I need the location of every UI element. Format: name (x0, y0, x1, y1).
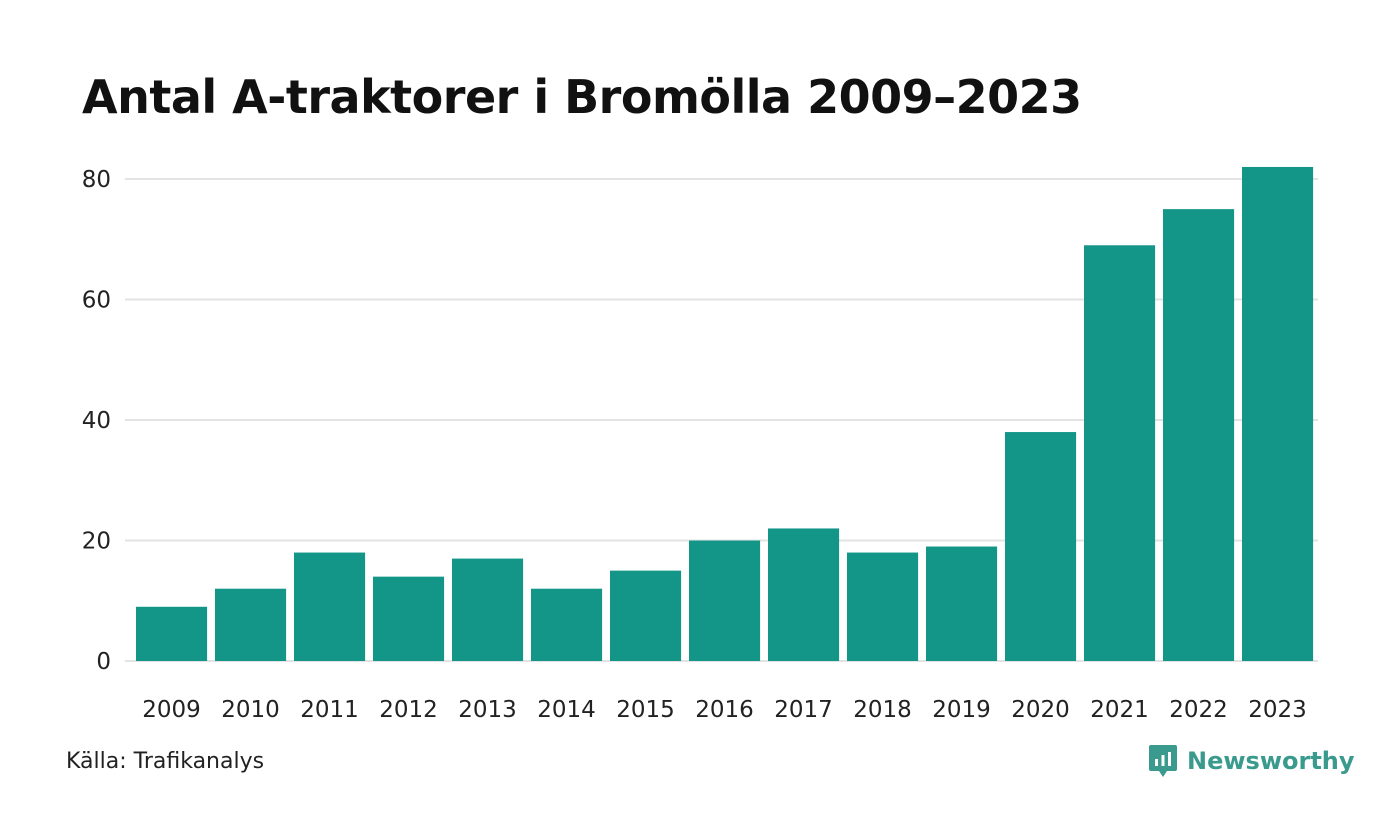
bar-2016 (689, 540, 761, 661)
bar-2023 (1242, 166, 1314, 661)
newsworthy-logo-icon (1149, 745, 1177, 777)
x-tick-label-2016: 2016 (695, 697, 754, 723)
brand[interactable]: Newsworthy (1148, 744, 1355, 778)
chart-title: Antal A-traktorer i Bromölla 2009–2023 (82, 70, 1082, 124)
y-tick-label-20: 20 (82, 529, 111, 555)
x-tick-label-2020: 2020 (1011, 697, 1070, 723)
bar-2015 (610, 570, 682, 661)
x-tick-label-2011: 2011 (300, 697, 359, 723)
x-tick-label-2012: 2012 (379, 697, 438, 723)
x-tick-label-2013: 2013 (458, 697, 517, 723)
bar-2018 (847, 552, 919, 661)
y-axis-ticks: 0 20 40 60 80 (82, 167, 111, 675)
bar-2017 (768, 528, 840, 661)
bar-2021 (1084, 245, 1156, 661)
y-tick-label-80: 80 (82, 167, 111, 193)
y-tick-label-0: 0 (96, 649, 111, 675)
bar-2022 (1163, 209, 1235, 661)
bar-2013 (452, 558, 524, 661)
x-tick-label-2015: 2015 (616, 697, 675, 723)
y-tick-label-60: 60 (82, 288, 111, 314)
x-tick-label-2018: 2018 (853, 697, 912, 723)
x-tick-label-2014: 2014 (537, 697, 596, 723)
x-tick-label-2021: 2021 (1090, 697, 1149, 723)
bar-2020 (1005, 432, 1077, 661)
bars (136, 166, 1314, 661)
x-axis-ticks: 2009 2010 2011 2012 2013 2014 2015 2016 2017 2018… (142, 697, 1307, 723)
y-tick-label-40: 40 (82, 408, 111, 434)
bar-2009 (136, 606, 208, 661)
x-tick-label-2017: 2017 (774, 697, 833, 723)
bar-2019 (926, 546, 998, 661)
x-tick-label-2022: 2022 (1169, 697, 1228, 723)
bar-2010 (215, 588, 287, 661)
x-tick-label-2009: 2009 (142, 697, 201, 723)
x-tick-label-2023: 2023 (1248, 697, 1307, 723)
bar-2011 (294, 552, 366, 661)
source-note: Källa: Trafikanalys (66, 749, 265, 774)
brand-name: Newsworthy (1187, 747, 1355, 775)
bar-2012 (373, 576, 445, 661)
bar-2014 (531, 588, 603, 661)
x-tick-label-2010: 2010 (221, 697, 280, 723)
x-tick-label-2019: 2019 (932, 697, 991, 723)
